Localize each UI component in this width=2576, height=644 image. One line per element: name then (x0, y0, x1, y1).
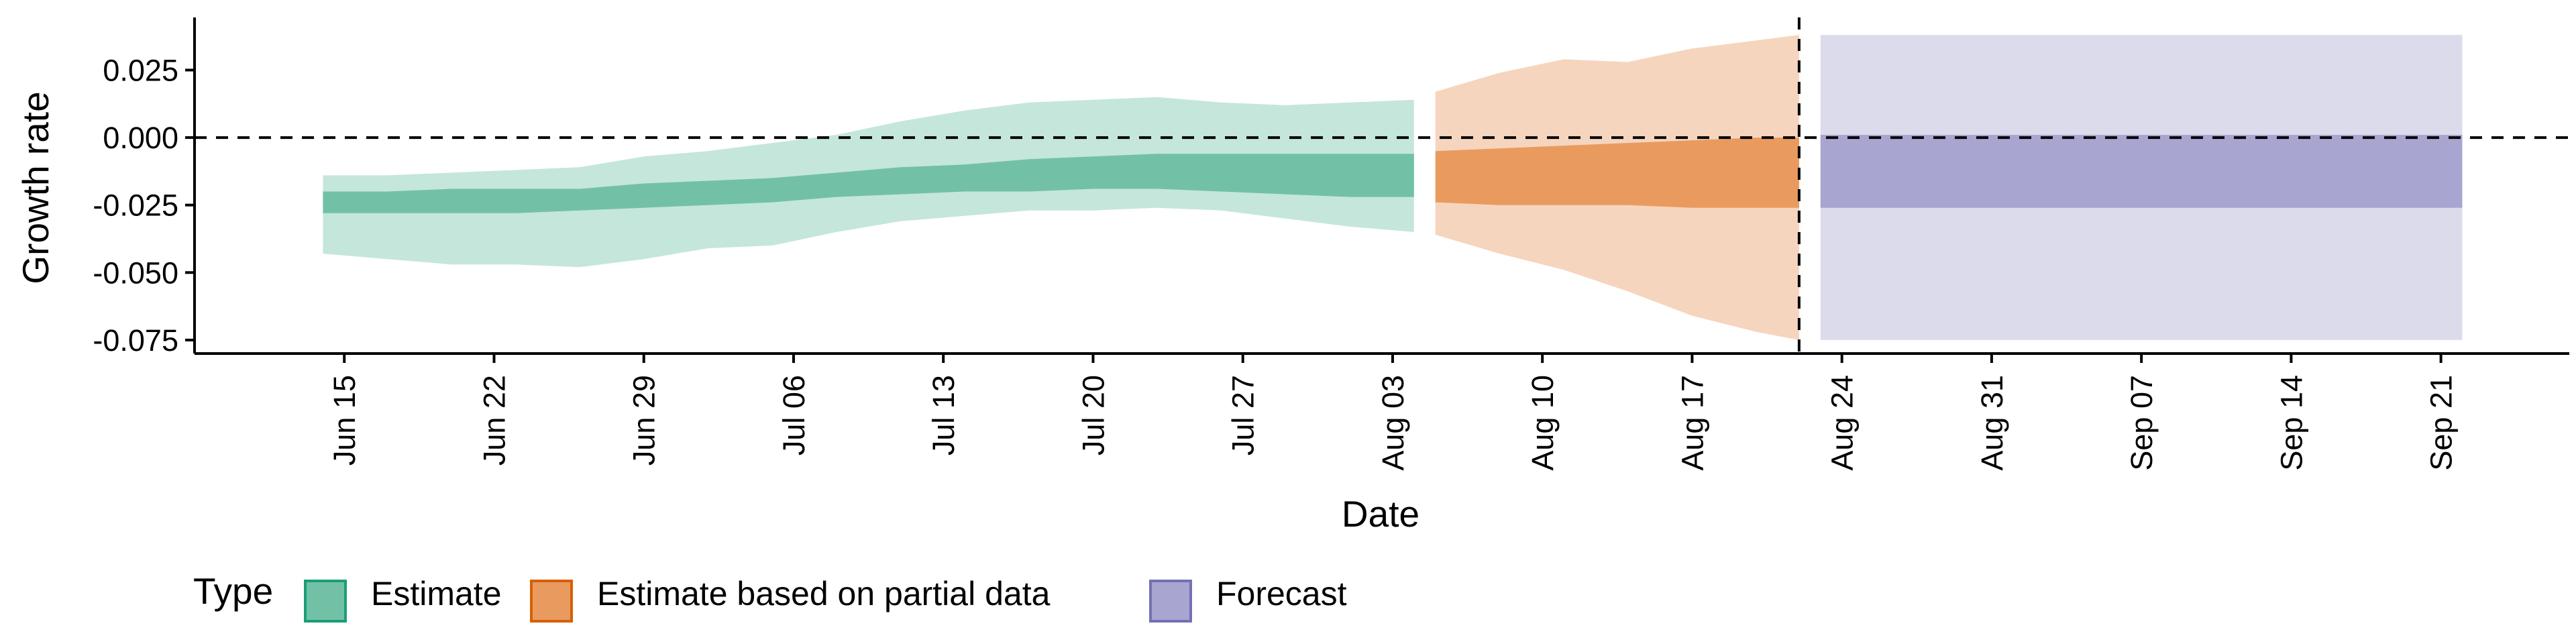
y-tick-label: 0.025 (103, 53, 178, 87)
x-tick-label: Sep 07 (2125, 375, 2159, 471)
x-tick-label: Jul 27 (1226, 375, 1260, 455)
x-tick-label: Jun 15 (327, 375, 362, 466)
axes: 0.025 0.000 -0.025 -0.050 -0.075 Jun 15 Jun 22… (93, 17, 2569, 471)
ribbon-layer (323, 35, 2463, 340)
x-tick-label: Jun 29 (627, 375, 661, 466)
x-tick-label: Aug 10 (1525, 375, 1560, 471)
x-tick-label: Aug 31 (1975, 375, 2009, 471)
legend-entry-label: Estimate based on partial data (597, 575, 1051, 612)
x-axis-title: Date (1342, 493, 1419, 535)
legend-entry-label: Forecast (1216, 575, 1347, 612)
x-tick-label: Jul 13 (926, 375, 961, 455)
x-tick-label: Sep 21 (2424, 375, 2459, 471)
y-tick-label: 0.000 (103, 121, 178, 155)
forecast-inner-band (1820, 135, 2463, 208)
x-tick-label: Aug 03 (1376, 375, 1410, 471)
y-tick-label: -0.025 (93, 189, 178, 223)
y-tick-label: -0.075 (93, 323, 178, 358)
legend-key-swatch (304, 580, 347, 623)
legend-entry-label: Estimate (371, 575, 502, 612)
x-tick-label: Jun 22 (477, 375, 511, 466)
x-tick-label: Jul 06 (777, 375, 811, 455)
estimate-based-on-partial-data-inner-band (1435, 138, 1799, 208)
y-axis-title: Growth rate (15, 91, 56, 284)
estimate-inner-band (323, 154, 1414, 213)
x-tick-label: Jul 20 (1076, 375, 1110, 455)
legend-title: Type (193, 570, 273, 612)
legend: Type Estimate Estimate based on partial da… (193, 570, 1347, 623)
x-tick-label: Aug 24 (1825, 375, 1860, 471)
y-tick-label: -0.050 (93, 256, 178, 290)
x-tick-label: Sep 14 (2274, 375, 2308, 471)
legend-key-swatch (1149, 580, 1192, 623)
reference-lines (195, 17, 2569, 354)
legend-key-swatch (530, 580, 573, 623)
x-tick-label: Aug 17 (1675, 375, 1709, 471)
